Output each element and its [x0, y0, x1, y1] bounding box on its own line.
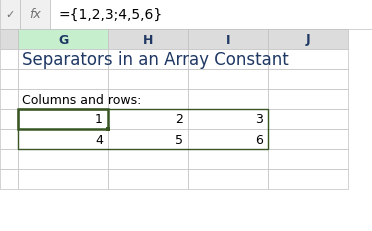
Text: 3: 3	[255, 113, 263, 126]
Bar	[108, 149, 188, 169]
Bar	[268, 129, 348, 149]
Bar	[0, 50, 18, 70]
Bar	[108, 70, 188, 90]
Bar	[268, 50, 348, 70]
Bar	[188, 169, 268, 189]
Bar	[0, 129, 18, 149]
Bar	[268, 90, 348, 109]
Text: G: G	[58, 33, 68, 46]
Bar	[188, 109, 268, 129]
Bar	[0, 109, 18, 129]
Bar	[18, 30, 108, 50]
Text: 4: 4	[95, 133, 103, 146]
Bar	[106, 128, 110, 131]
Text: H: H	[143, 33, 153, 46]
Bar	[268, 109, 348, 129]
Text: ✓: ✓	[5, 10, 15, 20]
Bar	[0, 149, 18, 169]
Bar	[18, 90, 108, 109]
Bar	[18, 70, 108, 90]
Text: J: J	[306, 33, 310, 46]
Text: Separators in an Array Constant: Separators in an Array Constant	[22, 51, 289, 69]
Bar	[0, 90, 18, 109]
Bar	[268, 149, 348, 169]
Text: 6: 6	[255, 133, 263, 146]
Bar	[18, 169, 108, 189]
Bar	[108, 109, 188, 129]
Bar	[188, 50, 268, 70]
Bar	[188, 70, 268, 90]
Bar	[50, 0, 372, 30]
Bar	[108, 129, 188, 149]
Bar	[18, 149, 108, 169]
Bar	[0, 0, 20, 30]
Bar	[20, 0, 50, 30]
Bar	[18, 109, 108, 129]
Bar	[18, 109, 268, 149]
Bar	[188, 90, 268, 109]
Bar	[188, 30, 268, 50]
Text: ={1,2,3;4,5,6}: ={1,2,3;4,5,6}	[58, 8, 162, 22]
Text: 1: 1	[95, 113, 103, 126]
Bar	[268, 169, 348, 189]
Bar	[108, 169, 188, 189]
Text: I: I	[226, 33, 230, 46]
Bar	[188, 129, 268, 149]
Bar	[18, 129, 108, 149]
Bar	[108, 50, 188, 70]
Bar	[18, 50, 108, 70]
Bar	[268, 30, 348, 50]
Bar	[0, 169, 18, 189]
Text: 2: 2	[175, 113, 183, 126]
Text: fx: fx	[29, 9, 41, 21]
Bar	[268, 70, 348, 90]
Bar	[108, 90, 188, 109]
Bar	[108, 30, 188, 50]
Text: 5: 5	[175, 133, 183, 146]
Text: Columns and rows:: Columns and rows:	[22, 93, 141, 106]
Bar	[188, 149, 268, 169]
Bar	[0, 70, 18, 90]
Bar	[0, 30, 18, 50]
Bar	[18, 109, 108, 129]
